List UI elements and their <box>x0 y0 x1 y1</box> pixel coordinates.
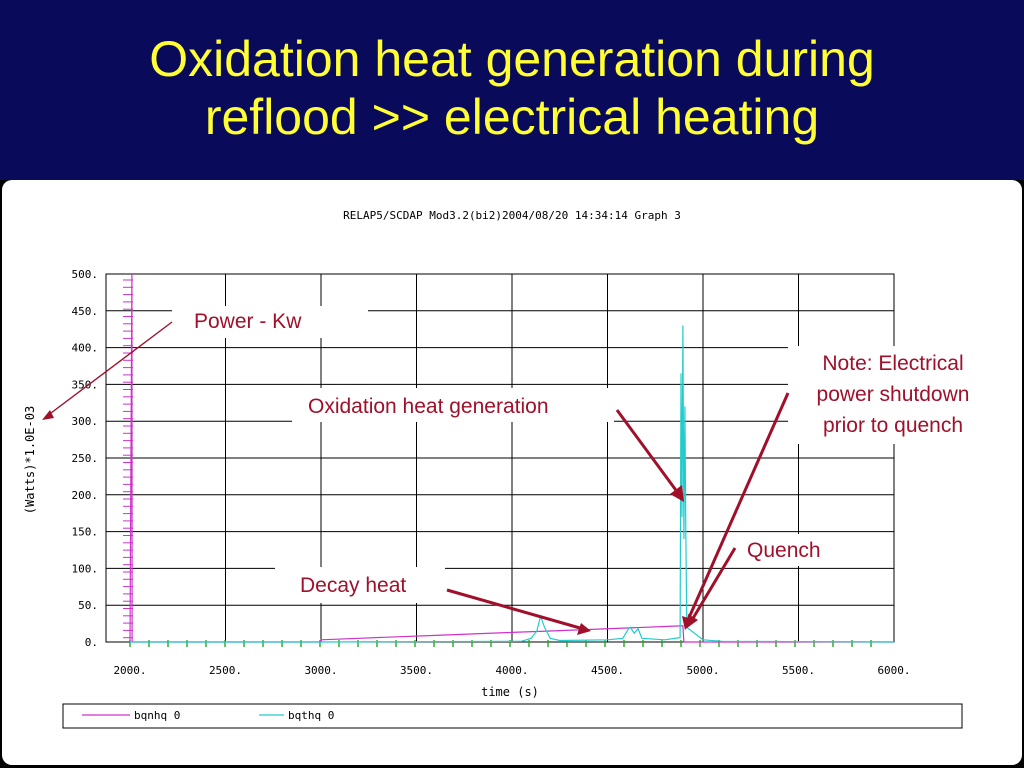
annotation-note-line-3: prior to quench <box>823 414 963 437</box>
annotation-oxidation: Oxidation heat generation <box>308 395 549 418</box>
annotation-power: Power - Kw <box>194 310 302 333</box>
legend-label-bqthq: bqthq 0 <box>288 709 334 722</box>
plot-panel: RELAP5/SCDAP Mod3.2(bi2)2004/08/20 14:34… <box>2 180 1022 765</box>
y-tick-label: 400. <box>72 342 99 355</box>
y-tick-label: 0. <box>85 636 98 649</box>
x-tick-label: 5500. <box>782 664 815 677</box>
x-tick-labels: 2000. 2500. 3000. 3500. 4000. 4500. 5000. 5500.… <box>113 664 910 677</box>
arrowhead-quench <box>687 614 698 628</box>
x-tick-label: 5000. <box>686 664 719 677</box>
x-axis-label: time (s) <box>481 685 539 699</box>
y-tick-label: 450. <box>72 305 99 318</box>
arrowhead-power <box>42 410 54 420</box>
y-tick-label: 150. <box>72 526 99 539</box>
annotation-bg-quench <box>738 534 842 566</box>
x-tick-label: 4500. <box>591 664 624 677</box>
title-band <box>0 0 1024 180</box>
arrow-oxidation <box>615 409 680 494</box>
annotation-bg-power <box>172 306 368 338</box>
y-tick-labels: 0. 50. 100. 150. 200. 250. 300. 350. 400. 450. 500… <box>72 268 99 649</box>
chart: RELAP5/SCDAP Mod3.2(bi2)2004/08/20 14:34… <box>23 209 998 729</box>
annotation-quench: Quench <box>747 539 821 562</box>
x-tick-label: 2000. <box>113 664 146 677</box>
slide-title: Oxidation heat generation during reflood… <box>0 30 1024 146</box>
y-tick-label: 500. <box>72 268 99 281</box>
arrow-decay <box>446 588 581 630</box>
series-line-bqthq <box>130 325 895 643</box>
x-tick-label: 3500. <box>400 664 433 677</box>
y-tick-label: 300. <box>72 415 99 428</box>
legend-label-bqnhq: bqnhq 0 <box>134 709 180 722</box>
slide-title-line-2: reflood >> electrical heating <box>204 89 820 145</box>
arrowhead-oxidation <box>670 485 684 502</box>
slide-title-line-1: Oxidation heat generation during <box>149 31 875 87</box>
grid <box>106 274 894 642</box>
arrow-note <box>686 392 790 621</box>
y-axis-hatch-marks <box>123 279 133 639</box>
x-tick-label: 2500. <box>209 664 242 677</box>
x-tick-label: 6000. <box>877 664 910 677</box>
chart-header: RELAP5/SCDAP Mod3.2(bi2)2004/08/20 14:34… <box>343 209 681 222</box>
y-tick-label: 100. <box>72 562 99 575</box>
annotation-note-line-1: Note: Electrical <box>822 352 963 375</box>
legend-box <box>62 703 963 729</box>
y-tick-label: 350. <box>72 378 99 391</box>
arrowhead-decay <box>577 623 591 635</box>
y-axis-label: (Watts)*1.0E-03 <box>23 406 37 514</box>
arrow-power <box>46 321 173 417</box>
x-tick-label: 4000. <box>495 664 528 677</box>
x-tick-label: 3000. <box>304 664 337 677</box>
y-tick-label: 250. <box>72 452 99 465</box>
annotation-bg-oxidation <box>292 388 614 422</box>
annotation-note-line-2: power shutdown <box>817 383 970 406</box>
annotation-bg-note <box>788 346 998 444</box>
series-lines <box>129 273 895 643</box>
annotation-bg-decay <box>275 567 445 603</box>
arrow-quench <box>690 547 737 621</box>
plot-frame <box>105 273 895 643</box>
y-tick-label: 200. <box>72 489 99 502</box>
y-tick-label: 50. <box>78 599 98 612</box>
annotation-decay: Decay heat <box>300 574 406 597</box>
